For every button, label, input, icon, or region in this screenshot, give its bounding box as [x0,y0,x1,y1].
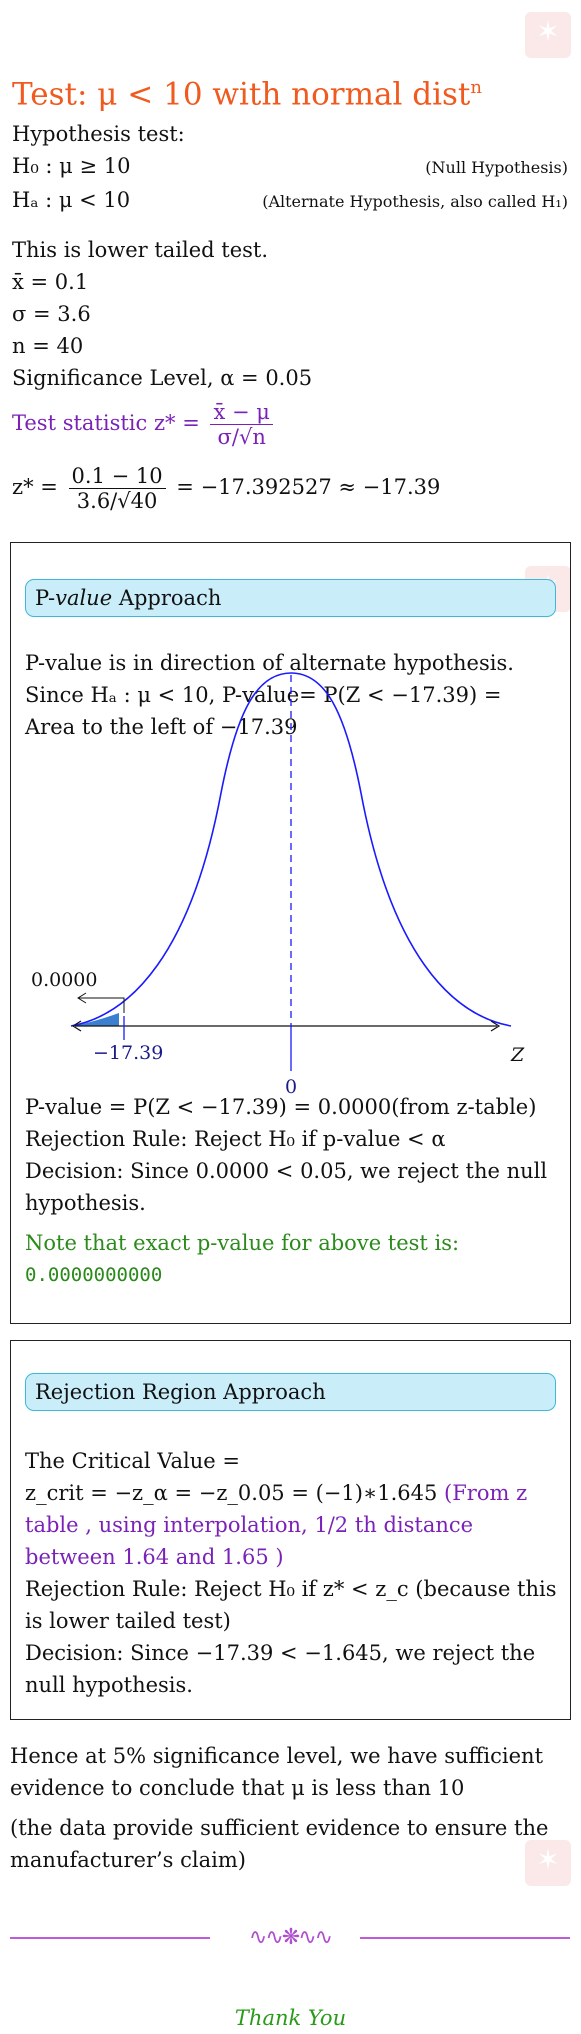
exact-pvalue-note: Note that exact p-value for above test i… [25,1231,460,1255]
rejection-region-header: Rejection Region Approach [25,1373,556,1411]
rejection-rule: Rejection Rule: Reject H₀ if z* < z_c (b… [25,1577,557,1633]
watermark-icon [525,12,571,58]
calc-fraction: 0.1 − 10 3.6/√40 [68,464,166,513]
formula-numerator: x̄ − μ [210,400,273,425]
hypothesis-intro: Hypothesis test: [12,122,185,146]
page-title: Test: μ < 10 with normal distn [12,76,482,113]
pvalue-rejection-rule: Rejection Rule: Reject H₀ if p-value < α [25,1127,446,1151]
area-label-arrow [77,992,87,1004]
ornament-icon: ∿∿❋∿∿ [248,1925,333,1950]
conclusion-statement: Hence at 5% significance level, we have … [10,1744,544,1800]
z-axis-right-arrow [490,1020,501,1032]
axis-z-label: Z [510,1044,525,1066]
calc-denominator: 3.6/√40 [76,489,158,513]
alt-hypothesis-note: (Alternate Hypothesis, also called H₁) [262,192,568,211]
alt-hypothesis: Hₐ : μ < 10 [12,188,131,212]
critical-value-note: (From z table , using interpolation, 1/2… [25,1481,528,1569]
divider-right [360,1937,570,1939]
pvalue-results: P-value = P(Z < −17.39) = 0.0000(from z-… [25,1091,558,1291]
test-statistic-label: Test statistic z* = [12,411,200,435]
conclusion-claim: (the data provide sufficient evidence to… [10,1816,549,1872]
calc-result: = −17.392527 ≈ −17.39 [176,475,441,499]
rejection-region-box: Rejection Region Approach The Critical V… [10,1340,571,1720]
null-hypothesis: H₀ : μ ≥ 10 [12,154,131,178]
z-axis-left-arrow [71,1020,82,1032]
pvalue-decision: Decision: Since 0.0000 < 0.05, we reject… [25,1159,548,1215]
hypothesis-block: Hypothesis test: H₀ : μ ≥ 10 (Null Hypot… [12,118,568,218]
significance-level: Significance Level, α = 0.05 [12,366,313,390]
pvalue-approach-box: P-value Approach P-value is in direction… [10,542,571,1324]
normal-distribution-graph: 0.0000 −17.39 0 Z [31,672,525,1098]
pvalue-result: P-value = P(Z < −17.39) = 0.0000(from z-… [25,1095,537,1119]
null-hypothesis-note: (Null Hypothesis) [425,158,568,177]
left-tail-shade [71,1013,119,1026]
center-value-label: 0 [285,1076,297,1098]
alt-hypothesis-row: Hₐ : μ < 10 (Alternate Hypothesis, also … [12,184,568,218]
rejection-decision: Decision: Since −17.39 < −1.645, we reje… [25,1641,536,1697]
conclusion: Hence at 5% significance level, we have … [10,1740,570,1876]
calc-numerator: 0.1 − 10 [68,464,166,489]
pvalue-area: Since Hₐ : μ < 10, P-value= P(Z < −17.39… [25,683,502,739]
left-value-label: −17.39 [93,1042,163,1064]
rejection-region-content: The Critical Value = z_crit = −z_α = −z_… [25,1445,558,1701]
pvalue-direction: P-value is in direction of alternate hyp… [25,651,514,675]
sample-mean: x̄ = 0.1 [12,270,89,294]
exact-pvalue: 0.0000000000 [25,1264,163,1286]
pvalue-approach-header: P-value Approach [25,579,556,617]
tail-type: This is lower tailed test. [12,238,269,262]
critical-value-math: z_crit = −z_α = −z_0.05 = (−1)∗1.645 [25,1481,445,1505]
population-sd: σ = 3.6 [12,302,91,326]
critical-value-calc: z_crit = −z_α = −z_0.05 = (−1)∗1.645 (Fr… [25,1477,558,1573]
watermark-icon [525,1840,571,1886]
area-label-leader [79,997,125,1013]
divider-left [10,1937,210,1939]
formula-denominator: σ/√n [217,425,266,449]
test-statistic-calc: z* = 0.1 − 10 3.6/√40 = −17.392527 ≈ −17… [12,464,568,513]
area-label: 0.0000 [31,969,97,991]
null-hypothesis-row: H₀ : μ ≥ 10 (Null Hypothesis) [12,150,568,184]
normal-curve [70,672,512,1027]
calc-lhs: z* = [12,475,58,499]
sample-size: n = 40 [12,334,84,358]
formula-fraction: x̄ − μ σ/√n [210,400,273,449]
test-statistic-formula: Test statistic z* = x̄ − μ σ/√n [12,400,568,449]
given-values: This is lower tailed test. x̄ = 0.1 σ = … [12,234,568,394]
thank-you: Thank You [234,2006,347,2030]
critical-value-label: The Critical Value = [25,1449,240,1473]
pvalue-explanation: P-value is in direction of alternate hyp… [25,647,558,743]
